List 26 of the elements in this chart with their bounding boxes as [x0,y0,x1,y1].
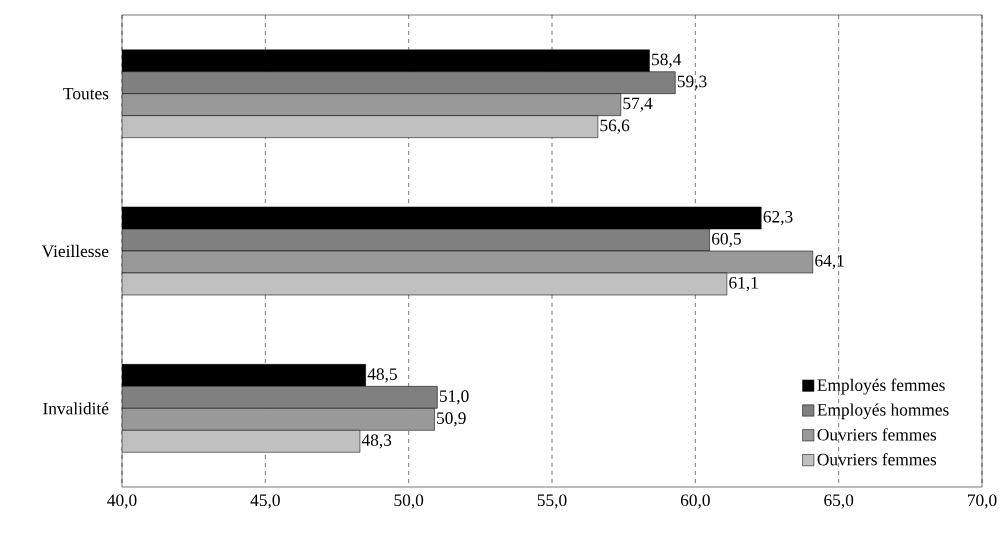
x-tick-label: 40,0 [107,494,137,509]
legend-label: Employés hommes [817,403,949,420]
legend-label: Ouvriers femmes [817,453,937,466]
legend-label: Ouvriers femmes [817,428,937,441]
data-label: 50,9 [437,412,466,427]
x-tick-label: 60,0 [680,494,710,509]
x-tick-label: 70,0 [967,494,997,509]
x-tick-label: 65,0 [824,494,854,509]
data-label: 60,5 [712,232,741,248]
y-tick-label: Invalidité [43,402,109,415]
data-label: 48,5 [367,368,397,383]
data-label: 56,6 [600,119,630,134]
legend-label: Employés femmes [817,378,945,395]
data-label: 62,3 [763,210,793,226]
data-label: 57,4 [623,97,653,112]
data-label: 64,1 [815,254,844,270]
x-tick-label: 50,0 [394,494,424,509]
y-tick-label: Vieillesse [41,244,109,258]
data-label: 59,3 [677,75,707,90]
x-tick-label: 55,0 [537,494,567,509]
data-label: 51,0 [439,390,469,405]
data-label: 58,4 [652,53,682,68]
x-tick-label: 45,0 [250,494,280,509]
data-label: 61,1 [729,276,758,292]
y-tick-label: Toutes [63,87,109,100]
data-label: 48,3 [361,434,392,449]
